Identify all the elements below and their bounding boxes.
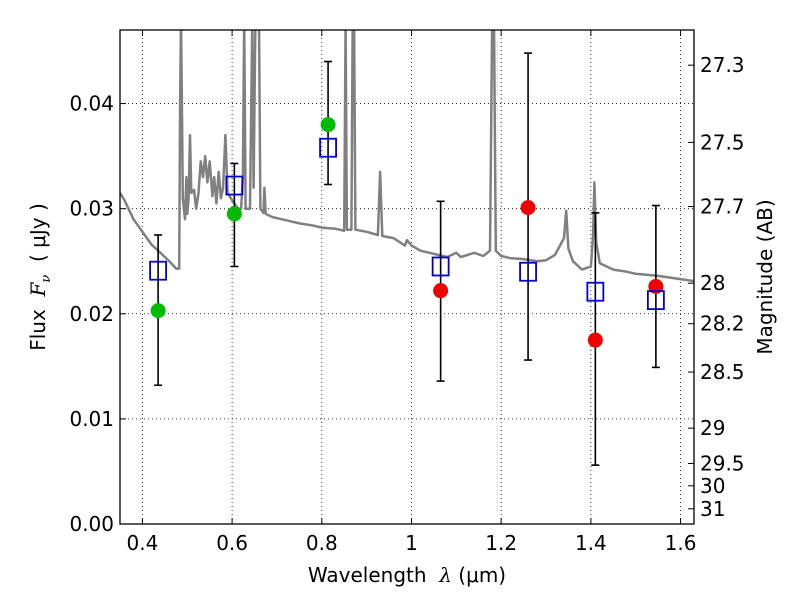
observed-point-green [226, 206, 242, 222]
model-photometry-box [586, 281, 605, 302]
model-photometry-box [149, 260, 168, 281]
magnitude-tick-label: 30 [700, 474, 725, 498]
magnitude-tick-label: 27.5 [700, 130, 745, 154]
model-photometry-layer [149, 137, 665, 311]
model-photometry-box [646, 290, 665, 311]
x-tick-label: 1 [405, 531, 418, 555]
right-axis-label: Magnitude (AB) [753, 199, 777, 354]
magnitude-tick-label: 29.5 [700, 452, 745, 476]
observed-points-layer [150, 117, 664, 348]
magnitude-tick-label: 28.2 [700, 312, 745, 336]
x-tick-label: 1.6 [665, 531, 697, 555]
observed-point-red [520, 200, 536, 216]
y-axis-label: Flux Fν ( μJy ) [26, 203, 54, 351]
x-axis-label: Wavelength λ (μm) [308, 563, 506, 587]
grid [120, 30, 694, 525]
y-tick-label: 0.04 [69, 92, 114, 116]
model-spectrum-line [120, 30, 694, 283]
magnitude-tick-label: 28 [700, 271, 725, 295]
observed-point-red [433, 283, 449, 299]
observed-point-red [587, 332, 603, 348]
magnitude-tick-label: 27.7 [700, 195, 745, 219]
x-tick-label: 0.6 [216, 531, 248, 555]
magnitude-tick-label: 31 [700, 497, 725, 521]
model-spectrum-layer [120, 30, 694, 283]
x-tick-label: 1.2 [485, 531, 517, 555]
error-bars-layer [154, 52, 660, 466]
magnitude-tick-label: 29 [700, 416, 725, 440]
x-tick-label: 0.4 [127, 531, 159, 555]
y-tick-label: 0.00 [69, 512, 114, 536]
y-tick-label: 0.01 [69, 407, 114, 431]
y-tick-label: 0.02 [69, 302, 114, 326]
model-photometry-box [319, 137, 337, 158]
observed-point-red [648, 278, 664, 294]
y-tick-label: 0.03 [69, 197, 114, 221]
plot-frame [119, 29, 695, 525]
observed-point-green [320, 117, 336, 133]
x-tick-label: 1.4 [575, 531, 607, 555]
observed-point-green [150, 303, 166, 319]
model-photometry-box [519, 261, 537, 282]
model-photometry-box [225, 175, 244, 196]
x-tick-label: 0.8 [306, 531, 338, 555]
model-photometry-box [431, 256, 450, 277]
magnitude-tick-label: 27.3 [700, 53, 745, 77]
ticks: 0.4 0.6 0.8 1 1.2 1.4 1.6 0.00 0.01 0.02 0.03 0.04 2… [69, 30, 745, 555]
magnitude-tick-label: 28.5 [700, 360, 745, 384]
